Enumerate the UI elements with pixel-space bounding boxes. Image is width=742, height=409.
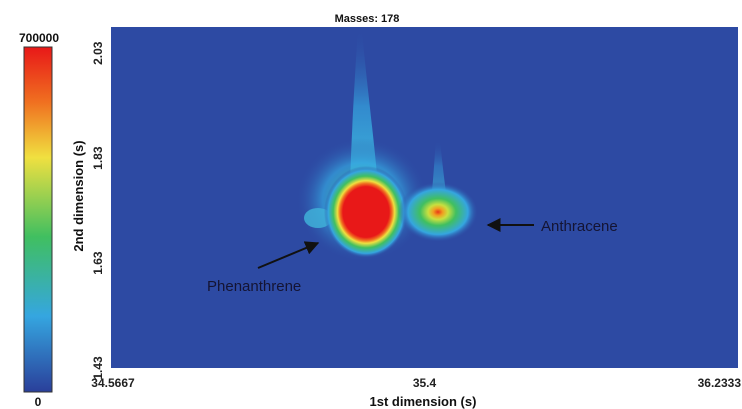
- x-tick-label: 34.5667: [91, 376, 135, 390]
- phenanthrene-label: Phenanthrene: [207, 278, 301, 295]
- colorbar-min-label: 0: [35, 395, 42, 409]
- peak-layer: [296, 27, 478, 262]
- phenanthrene-peak: [324, 166, 408, 258]
- y-tick-label: 1.83: [91, 146, 105, 170]
- phenanthrene-arrow: [257, 241, 320, 269]
- y-tick-label: 1.63: [91, 251, 105, 275]
- anthracene-label: Anthracene: [541, 218, 618, 235]
- x-tick-label: 36.2333: [698, 376, 742, 390]
- x-axis: 34.5667 35.4 36.2333: [91, 376, 741, 390]
- x-tick-label: 35.4: [413, 376, 437, 390]
- y-tick-label: 2.03: [91, 41, 105, 65]
- x-axis-title: 1st dimension (s): [370, 394, 477, 409]
- colorbar-max-label: 700000: [19, 31, 59, 45]
- y-tick-label: 1.43: [91, 356, 105, 380]
- chart-title: Masses: 178: [335, 13, 400, 25]
- colorbar: [23, 46, 53, 393]
- anthracene-peak: [398, 182, 478, 242]
- anthracene-tail: [432, 140, 446, 192]
- y-axis-title: 2nd dimension (s): [71, 140, 86, 251]
- y-axis: 1.43 1.63 1.83 2.03: [91, 41, 105, 379]
